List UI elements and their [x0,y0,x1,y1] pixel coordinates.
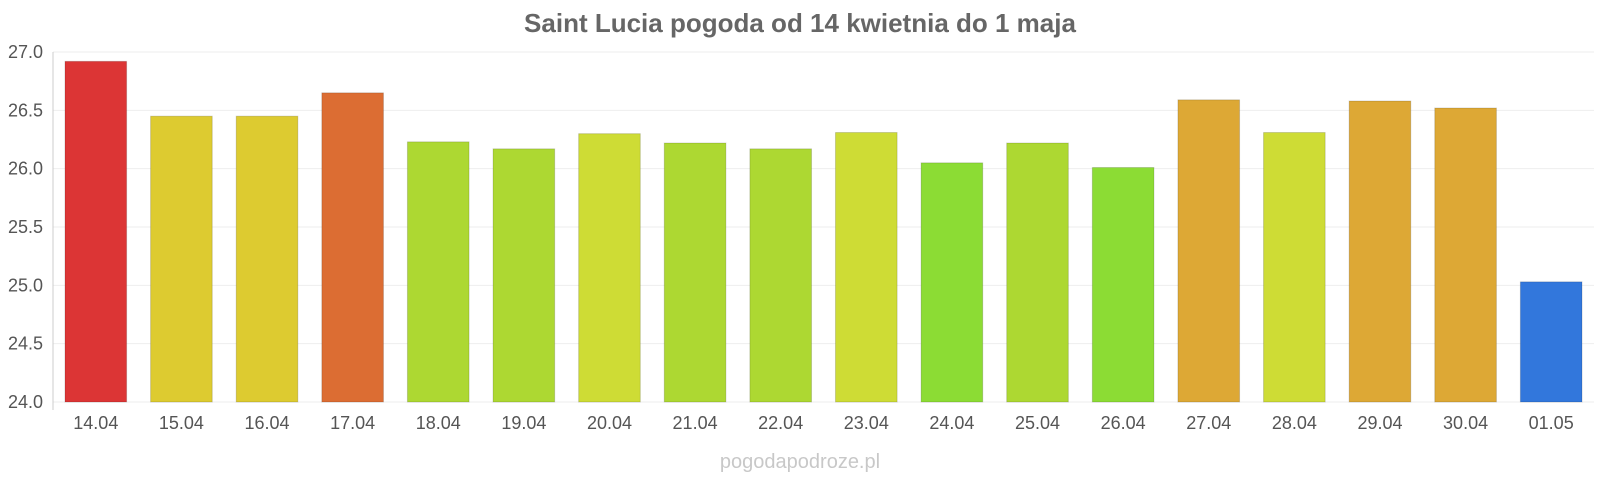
y-tick-label: 25.5 [8,217,43,237]
x-tick-label: 19.04 [501,413,546,433]
bar-27.04 [1177,99,1241,403]
watermark: pogodapodroze.pl [720,451,880,473]
x-tick-label: 29.04 [1357,413,1402,433]
y-tick-label: 26.0 [8,159,43,179]
bar-01.05 [1519,281,1583,403]
bar-28.04 [1263,132,1326,403]
x-tick-label: 01.05 [1529,413,1574,433]
x-tick-label: 28.04 [1272,413,1317,433]
x-tick-label: 18.04 [416,413,461,433]
bar-30.04 [1434,107,1497,403]
x-tick-label: 20.04 [587,413,632,433]
bar-21.04 [663,142,727,403]
bar-22.04 [749,148,813,403]
bar-26.04 [1091,167,1155,403]
x-tick-label: 14.04 [73,413,118,433]
bar-14.04 [64,60,128,403]
y-tick-label: 24.5 [8,334,43,354]
x-tick-label: 15.04 [159,413,204,433]
chart-title: Saint Lucia pogoda od 14 kwietnia do 1 m… [524,8,1076,38]
bar-19.04 [492,148,556,403]
bar-25.04 [1006,142,1069,403]
bar-18.04 [406,141,470,403]
y-tick-label: 26.5 [8,100,43,120]
y-axis-ticks: 24.0 24.5 25.0 25.5 26.0 26.5 27.0 [8,42,43,412]
bar-15.04 [150,115,213,403]
x-tick-label: 21.04 [673,413,718,433]
x-tick-label: 23.04 [844,413,889,433]
bar-17.04 [321,92,384,403]
bar-20.04 [578,133,641,403]
bars [64,60,1583,403]
x-tick-label: 30.04 [1443,413,1488,433]
x-tick-label: 26.04 [1101,413,1146,433]
x-tick-label: 24.04 [929,413,974,433]
bar-16.04 [235,115,299,403]
bar-24.04 [920,162,984,403]
y-tick-label: 25.0 [8,275,43,295]
x-axis-ticks: 14.04 15.04 16.04 17.04 18.04 19.04 20.04 21.04… [73,413,1573,433]
bar-29.04 [1348,100,1412,403]
y-tick-label: 24.0 [8,392,43,412]
x-tick-label: 27.04 [1186,413,1231,433]
x-tick-label: 17.04 [330,413,375,433]
grid-lines [53,51,1594,403]
x-tick-label: 25.04 [1015,413,1060,433]
x-tick-label: 22.04 [758,413,803,433]
y-tick-label: 27.0 [8,42,43,62]
bar-23.04 [834,132,898,403]
x-tick-label: 16.04 [245,413,290,433]
